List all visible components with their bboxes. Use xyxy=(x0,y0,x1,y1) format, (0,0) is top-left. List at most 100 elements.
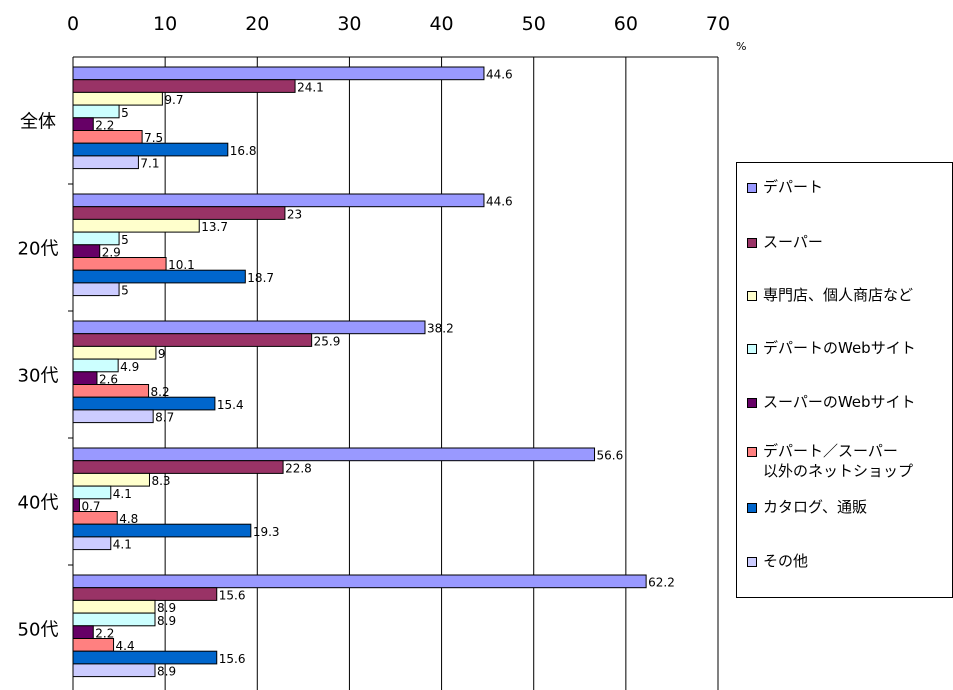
x-tick-label: 10 xyxy=(153,13,177,35)
legend-swatch xyxy=(747,398,757,408)
x-tick-label: 60 xyxy=(614,13,638,35)
legend-item: デパートのWebサイト xyxy=(747,338,916,358)
bar xyxy=(72,371,98,385)
data-label: 44.6 xyxy=(486,68,513,82)
bar xyxy=(72,625,94,639)
axes: 0 10 20 30 40 50 60 70% 全体 20代 30代 40代 50代 xyxy=(18,13,746,690)
data-label: 15.4 xyxy=(217,398,244,412)
bar xyxy=(72,587,218,601)
data-label: 25.9 xyxy=(314,334,341,348)
data-label: 5 xyxy=(121,284,129,298)
bar xyxy=(72,485,112,500)
bar xyxy=(72,536,112,551)
bar xyxy=(72,66,485,81)
data-label: 22.8 xyxy=(285,461,312,475)
bar xyxy=(72,396,216,411)
legend-swatch xyxy=(747,183,757,193)
legend-swatch xyxy=(747,503,757,513)
bar xyxy=(72,193,485,208)
data-label: 2.2 xyxy=(95,627,114,641)
legend-label: デパート／スーパー 以外のネットショップ xyxy=(763,442,914,480)
bar xyxy=(72,663,156,678)
legend-swatch xyxy=(747,557,757,567)
data-label: 38.2 xyxy=(427,322,454,336)
bar xyxy=(72,460,284,474)
bar xyxy=(72,218,200,233)
data-label: 4.1 xyxy=(113,487,132,501)
data-label: 23 xyxy=(287,207,302,221)
data-label: 9 xyxy=(158,347,166,361)
bar xyxy=(72,472,150,487)
data-label: 2.6 xyxy=(99,373,118,387)
data-label: 16.8 xyxy=(230,144,257,158)
bar xyxy=(72,79,296,93)
data-label: 8.9 xyxy=(157,665,176,679)
category-label: 40代 xyxy=(18,493,59,514)
x-tick-label: 30 xyxy=(337,13,361,35)
legend-item: デパート xyxy=(747,177,823,197)
data-label: 8.2 xyxy=(151,385,170,399)
data-label: 4.4 xyxy=(116,639,135,653)
data-label: 5 xyxy=(121,233,129,247)
data-label: 8.9 xyxy=(157,601,176,615)
legend-label: スーパー xyxy=(763,233,823,251)
bar xyxy=(72,117,94,132)
category-label: 全体 xyxy=(20,112,56,133)
x-tick-label: 50 xyxy=(522,13,546,35)
data-label: 4.9 xyxy=(120,360,139,374)
legend-item: その他 xyxy=(747,551,808,571)
bar xyxy=(72,104,120,119)
legend-item: スーパー xyxy=(747,232,823,252)
data-label: 4.1 xyxy=(113,538,132,552)
data-label: 13.7 xyxy=(201,220,228,234)
bar xyxy=(72,282,120,297)
category-label: 30代 xyxy=(18,366,59,387)
data-label: 4.8 xyxy=(119,512,138,526)
bar xyxy=(72,358,119,373)
data-label: 9.7 xyxy=(164,93,183,107)
data-label: 15.6 xyxy=(219,652,246,666)
legend-swatch xyxy=(747,291,757,301)
bar xyxy=(72,155,139,170)
category-label: 20代 xyxy=(18,239,59,260)
bars xyxy=(72,66,647,678)
bar xyxy=(72,447,596,462)
legend-label: 専門店、個人商店など xyxy=(763,286,914,304)
bar xyxy=(72,244,101,259)
data-label: 7.1 xyxy=(140,157,159,171)
legend-item: スーパーのWebサイト xyxy=(747,392,916,412)
legend: デパートスーパー専門店、個人商店など デパートのWebサイトスーパーのWebサイト… xyxy=(736,162,953,598)
unit-label: % xyxy=(736,40,746,53)
x-tick-label: 70 xyxy=(706,13,730,35)
legend-item: カタログ、通販 xyxy=(747,497,867,517)
bar xyxy=(72,574,647,589)
x-tick-label: 20 xyxy=(245,13,269,35)
bar xyxy=(72,523,252,538)
data-label: 8.9 xyxy=(157,614,176,628)
bar xyxy=(72,91,163,106)
legend-label: その他 xyxy=(763,552,809,570)
bar xyxy=(72,498,80,512)
legend-label: デパートのWebサイト xyxy=(763,339,916,357)
bar xyxy=(72,345,157,360)
data-labels: 44.624.19.752.27.516.87.144.62313.752.91… xyxy=(81,68,674,679)
data-label: 62.2 xyxy=(648,576,675,590)
bar xyxy=(72,206,286,220)
bar xyxy=(72,333,313,347)
data-label: 5 xyxy=(121,106,129,120)
data-label: 15.6 xyxy=(219,588,246,602)
data-label: 2.9 xyxy=(102,246,121,260)
data-label: 2.2 xyxy=(95,119,114,133)
legend-item: デパート／スーパー 以外のネットショップ xyxy=(747,441,913,481)
data-label: 8.7 xyxy=(155,411,174,425)
bar xyxy=(72,409,154,424)
data-label: 7.5 xyxy=(144,131,163,145)
data-label: 24.1 xyxy=(297,80,324,94)
legend-label: デパート xyxy=(763,178,824,196)
legend-swatch xyxy=(747,344,757,354)
legend-label: カタログ、通販 xyxy=(763,498,867,516)
bar xyxy=(72,231,120,246)
data-label: 8.3 xyxy=(151,474,170,488)
bar xyxy=(72,269,246,284)
